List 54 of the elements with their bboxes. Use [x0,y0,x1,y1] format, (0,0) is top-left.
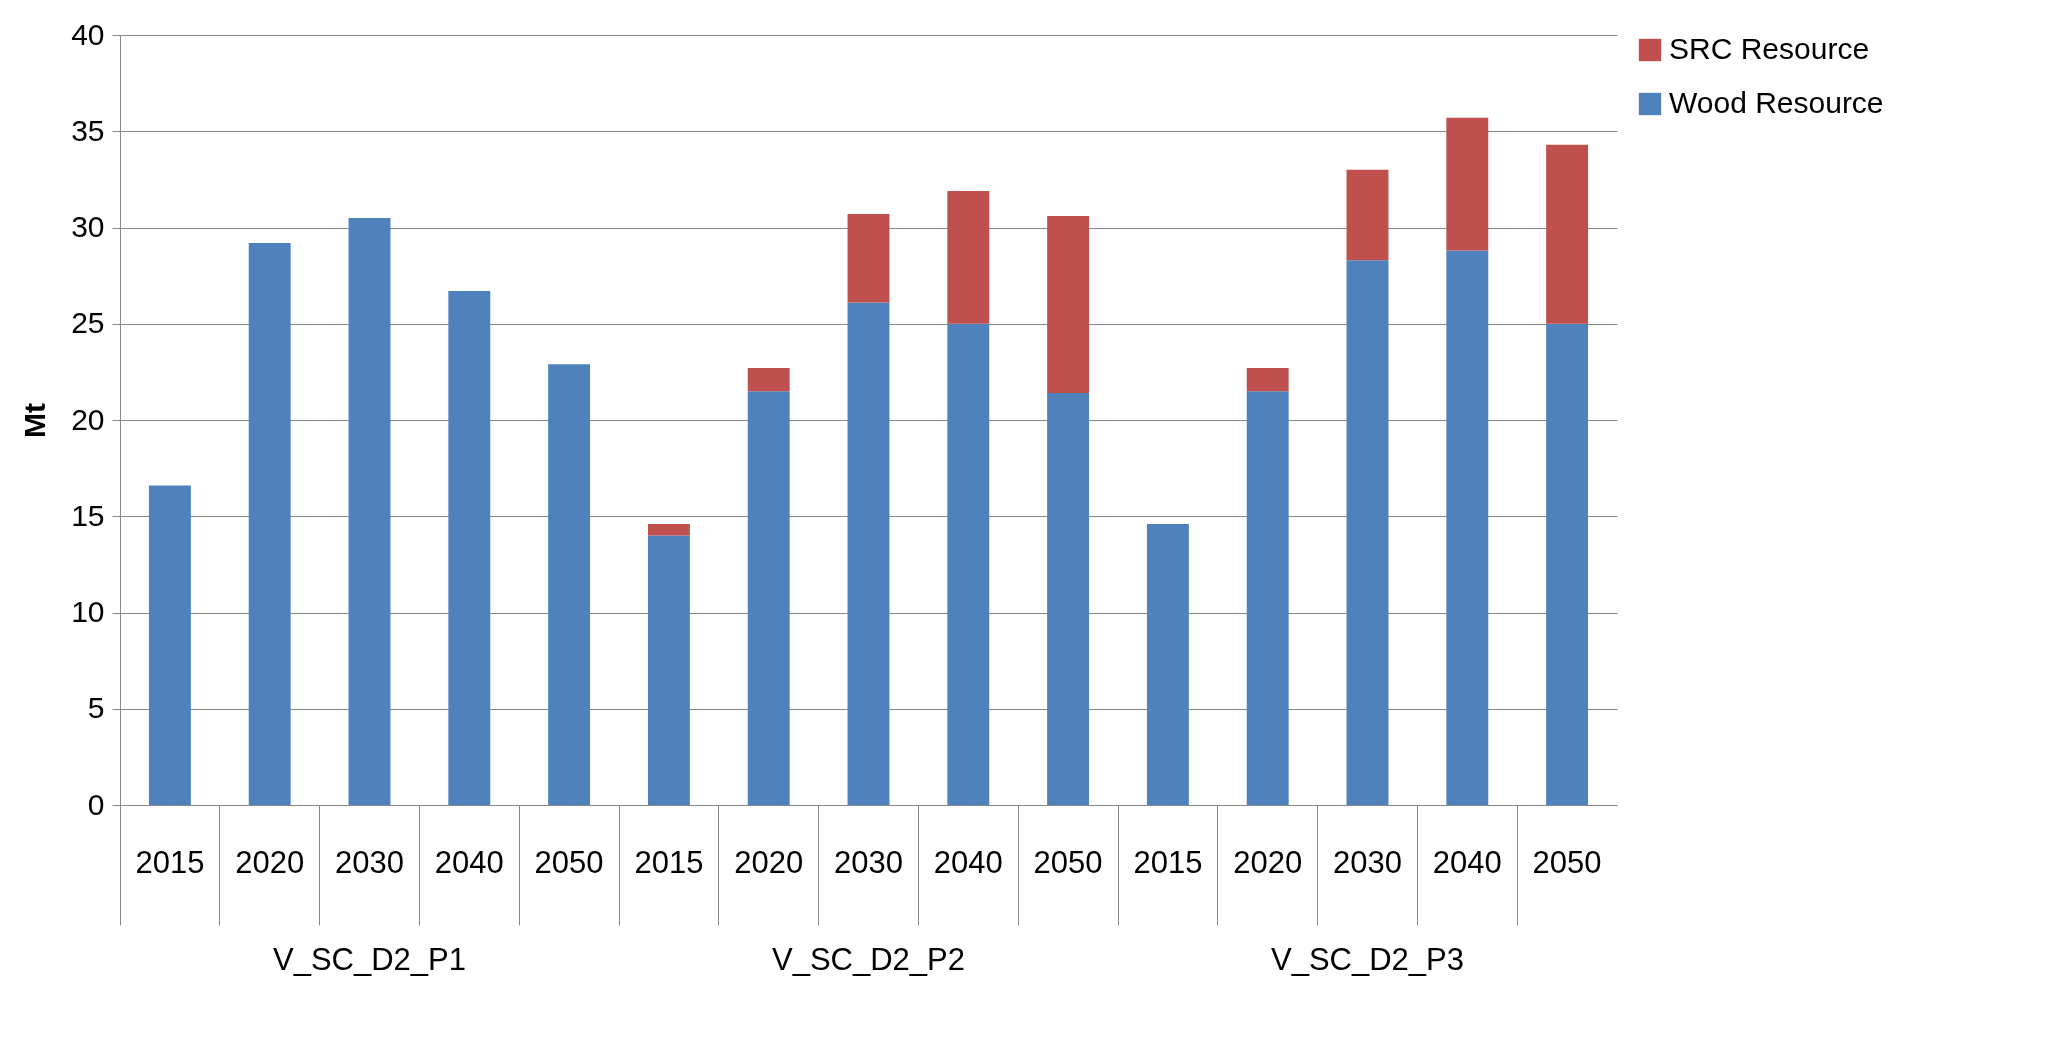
y-tick-label: 30 [71,210,105,243]
y-axis-title: Mt [18,403,52,438]
x-tick-label: 2020 [1233,844,1303,880]
x-tick-label: 2040 [933,844,1003,880]
bar [1047,215,1090,394]
x-tick-label: 2040 [1432,844,1502,880]
y-tick-label: 15 [71,498,105,532]
bar [847,214,890,303]
bar [148,485,191,805]
bar [1446,250,1489,805]
text: V_SC_D2_P1 [272,942,467,977]
bar [348,217,391,805]
bar [847,302,890,805]
bar [1346,260,1389,805]
bar [1246,368,1289,392]
y-tick-label: 10 [71,595,105,628]
x-tick-label: 2015 [135,844,205,880]
bar [647,523,690,536]
bar [1346,169,1389,261]
bar [947,323,990,805]
x-tick-label: 2040 [434,844,504,880]
bar [647,535,690,805]
x-tick-label: 2030 [335,844,404,880]
bar [548,364,591,805]
y-tick-label: 35 [71,113,105,147]
y-tick-label: 25 [71,306,105,340]
bar [747,391,790,805]
bar [747,368,790,392]
x-tick-label: 2030 [834,844,903,880]
y-tick-label: 5 [87,691,105,725]
bar [1446,117,1489,251]
y-tick-label: 40 [71,17,105,51]
y-tick-label: 20 [71,402,105,436]
bar [1146,523,1189,805]
x-tick-label: 2050 [1532,844,1602,880]
bar [1047,393,1090,805]
x-tick-label: 2030 [1333,844,1402,880]
text: V_SC_D2_P2 [771,942,966,977]
bar [947,190,990,324]
x-tick-label: 2050 [1033,844,1103,880]
x-tick-label: 2015 [1133,844,1203,880]
bar [248,242,291,805]
x-tick-label: 2050 [534,844,604,880]
text: V_SC_D2_P3 [1270,942,1465,977]
bar [1246,391,1289,805]
x-tick-label: 2020 [235,844,305,880]
x-tick-label: 2020 [734,844,804,880]
bar [1546,144,1589,324]
legend-label: Wood Resource [1669,86,1884,119]
legend-label: SRC Resource [1669,32,1870,65]
x-tick-label: 2015 [634,844,704,880]
bar [1546,323,1589,805]
bar [448,291,491,805]
y-tick-label: 0 [87,787,105,821]
